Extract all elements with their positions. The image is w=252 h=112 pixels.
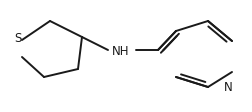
Text: NH: NH [112,45,129,58]
Text: N: N [223,81,231,94]
Text: S: S [14,31,22,44]
